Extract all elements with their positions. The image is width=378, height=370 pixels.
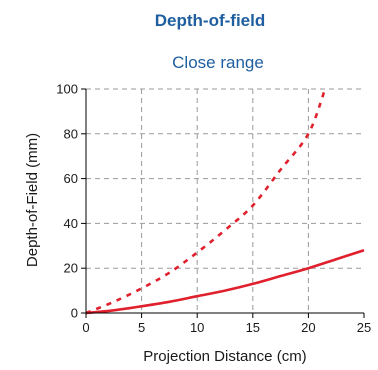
x-tick-label-20: 20 [301,320,315,335]
data-series [85,88,365,315]
x-tick-label-15: 15 [246,320,260,335]
x-tick-label-5: 5 [138,320,145,335]
y-tick-label-20: 20 [64,261,78,276]
series-line-solid [85,249,365,315]
grid-lines [86,88,364,313]
series-line-dashed [85,88,327,315]
y-tick-label-60: 60 [64,171,78,186]
y-axis-label: Depth-of-Field (mm) [24,133,41,267]
chart-title: Depth-of-field [155,11,265,30]
y-tick-label-0: 0 [71,306,78,321]
y-tick-label-100: 100 [56,82,78,97]
y-tick-labels: 0 20 40 60 80 100 [56,82,78,321]
y-tick-label-40: 40 [64,216,78,231]
x-tick-label-25: 25 [357,320,371,335]
x-tick-labels: 0 5 10 15 20 25 [82,320,371,335]
x-tick-label-0: 0 [82,320,89,335]
x-axis-label: Projection Distance (cm) [143,348,306,365]
axes [81,88,365,318]
chart-subtitle: Close range [172,53,264,72]
x-tick-label-10: 10 [190,320,204,335]
y-tick-label-80: 80 [64,126,78,141]
